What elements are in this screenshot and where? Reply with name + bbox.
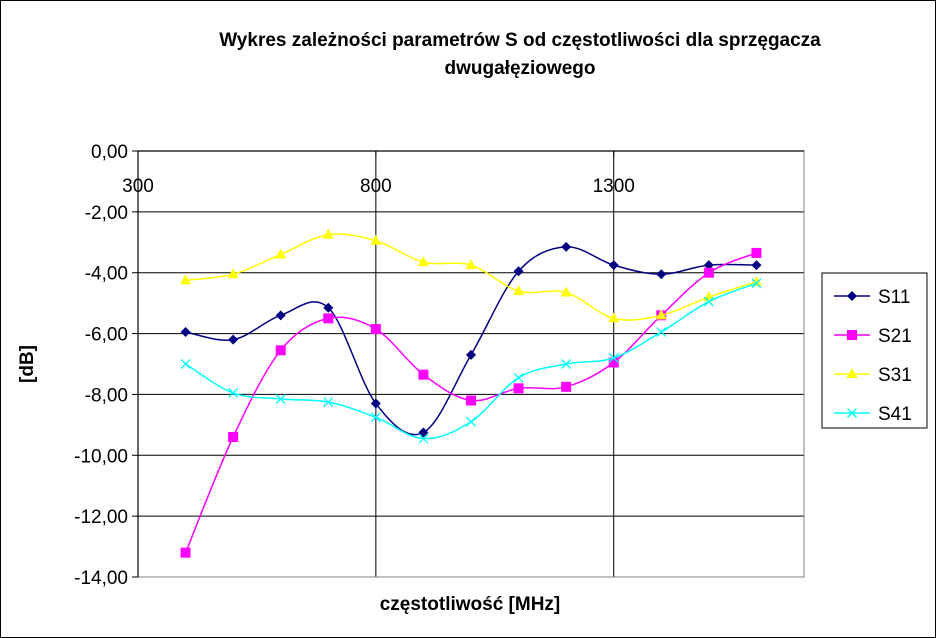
data-point-s31 bbox=[275, 248, 287, 259]
y-tick-label: -14,00 bbox=[74, 568, 128, 589]
legend-label: S11 bbox=[878, 287, 910, 308]
chart-title-line-2: dwugałęziowego bbox=[445, 58, 596, 79]
legend-label: S41 bbox=[878, 404, 912, 425]
legend-marker bbox=[847, 330, 857, 340]
data-point-s31 bbox=[513, 284, 525, 295]
data-point-s21 bbox=[703, 267, 714, 278]
data-point-s31 bbox=[750, 275, 762, 286]
y-tick-label: 0,00 bbox=[91, 142, 128, 163]
data-point-s41 bbox=[228, 387, 239, 398]
legend-item-s21: S21 bbox=[834, 326, 912, 347]
data-point-s11 bbox=[418, 427, 429, 438]
legend-label: S31 bbox=[878, 365, 912, 386]
y-tick-label: -4,00 bbox=[85, 264, 128, 285]
legend-item-s41: S41 bbox=[834, 404, 912, 425]
legend-item-s31: S31 bbox=[834, 365, 912, 386]
legend-item-s11: S11 bbox=[834, 287, 910, 308]
y-tick-label: -2,00 bbox=[85, 203, 128, 224]
axes: 0,00 -2,00 -4,00 -6,00 -8,00 -10,00 -12,00 -14,… bbox=[74, 142, 804, 589]
data-point-s31 bbox=[370, 234, 382, 245]
data-point-s11 bbox=[751, 260, 762, 271]
series-s11 bbox=[180, 241, 762, 438]
data-point-s41 bbox=[370, 412, 381, 423]
legend-label: S21 bbox=[878, 326, 912, 347]
data-point-s31 bbox=[180, 274, 192, 285]
data-point-s21 bbox=[751, 247, 762, 258]
legend-box bbox=[821, 272, 928, 429]
data-point-s11 bbox=[466, 349, 476, 360]
data-point-s41 bbox=[418, 433, 429, 444]
x-tick-label: 800 bbox=[360, 176, 392, 197]
y-axis-label: [dB] bbox=[17, 345, 38, 383]
data-point-s11 bbox=[703, 260, 714, 271]
data-point-s21 bbox=[370, 324, 381, 335]
legend-marker bbox=[847, 291, 857, 301]
data-point-s41 bbox=[703, 296, 714, 307]
y-tick-label: -12,00 bbox=[74, 507, 128, 528]
series-s31 bbox=[180, 228, 762, 323]
data-point-s11 bbox=[513, 266, 524, 277]
x-axis-label: częstotliwość [MHz] bbox=[380, 594, 561, 615]
x-tick-label: 1300 bbox=[593, 176, 635, 197]
data-point-s21 bbox=[228, 432, 239, 443]
data-point-s31 bbox=[465, 259, 477, 270]
data-point-s21 bbox=[466, 395, 476, 406]
series-layer bbox=[180, 228, 762, 558]
y-tick-label: -8,00 bbox=[85, 385, 128, 406]
data-point-s31 bbox=[227, 268, 239, 279]
data-point-s31 bbox=[417, 256, 429, 267]
data-point-s11 bbox=[608, 260, 619, 271]
data-point-s11 bbox=[656, 269, 667, 280]
data-point-s31 bbox=[560, 286, 572, 297]
data-point-s21 bbox=[608, 357, 619, 368]
data-point-s11 bbox=[228, 334, 239, 345]
legend-marker bbox=[846, 368, 858, 378]
data-point-s21 bbox=[418, 369, 429, 380]
series-s41 bbox=[180, 278, 762, 444]
data-point-s21 bbox=[513, 383, 524, 394]
data-point-s31 bbox=[608, 312, 620, 323]
y-tick-label: -10,00 bbox=[74, 446, 128, 467]
data-point-s11 bbox=[561, 241, 572, 252]
data-point-s41 bbox=[323, 397, 334, 407]
data-point-s41 bbox=[180, 359, 191, 369]
data-point-s31 bbox=[322, 228, 334, 239]
data-point-s41 bbox=[466, 416, 476, 427]
data-point-s31 bbox=[655, 309, 667, 320]
data-point-s41 bbox=[656, 327, 667, 338]
data-point-s41 bbox=[561, 359, 572, 369]
chart-title-line-1: Wykres zależności parametrów S od często… bbox=[219, 30, 821, 51]
data-point-s41 bbox=[275, 394, 286, 404]
data-point-s11 bbox=[275, 310, 286, 321]
legend: S11 S21 S31 S41 bbox=[834, 287, 912, 425]
data-point-s41 bbox=[751, 278, 762, 289]
data-point-s41 bbox=[608, 352, 619, 363]
data-point-s41 bbox=[513, 372, 524, 383]
data-point-s11 bbox=[370, 398, 381, 409]
data-point-s21 bbox=[323, 313, 334, 324]
data-point-s11 bbox=[180, 327, 191, 338]
data-point-s21 bbox=[275, 345, 286, 356]
data-point-s21 bbox=[180, 547, 191, 558]
data-point-s21 bbox=[561, 381, 572, 392]
data-point-s11 bbox=[323, 302, 334, 313]
legend-marker bbox=[847, 408, 857, 418]
y-tick-label: -6,00 bbox=[85, 325, 128, 346]
